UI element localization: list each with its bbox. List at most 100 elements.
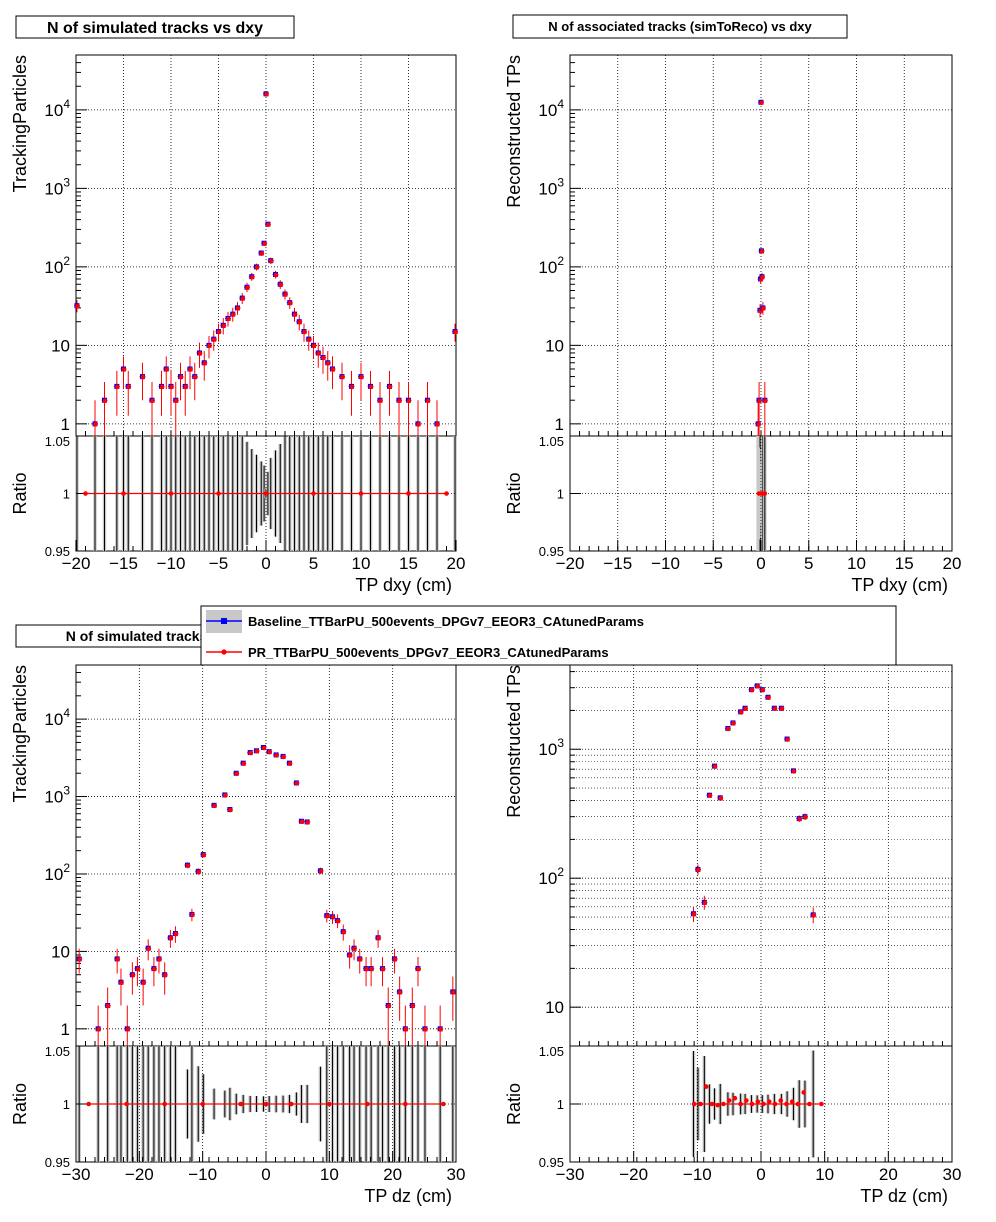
pr-point	[268, 258, 274, 264]
x-tick-label: 5	[804, 554, 813, 573]
y-tick-label: 104	[538, 97, 564, 120]
pr-point	[369, 966, 374, 972]
pr-point	[380, 966, 386, 972]
pr-point	[403, 1027, 409, 1032]
pr-point	[410, 1003, 416, 1009]
pr-point	[146, 946, 151, 951]
ratio-point	[762, 491, 768, 496]
pr-point	[318, 868, 324, 874]
x-tick-label: 0	[756, 554, 765, 573]
y-tick-label: 102	[44, 254, 70, 277]
pr-point	[115, 384, 120, 390]
ratio-point	[168, 491, 174, 496]
data-points	[76, 744, 456, 1046]
pr-point	[726, 726, 731, 732]
pr-point	[77, 957, 82, 962]
y-tick-label: 1	[61, 1020, 70, 1039]
pr-point	[702, 900, 708, 906]
pr-point	[305, 820, 310, 825]
ratio-point	[691, 1101, 697, 1107]
pr-point	[707, 793, 713, 799]
pr-point	[169, 384, 174, 390]
x-tick-label: −20	[556, 554, 585, 573]
pr-point	[316, 351, 322, 356]
ratio-point	[819, 1101, 824, 1107]
y-tick-label: 10	[51, 942, 70, 961]
legend-label-pr: PR_TTBarPU_500events_DPGv7_EEOR3_CAtuned…	[248, 645, 609, 660]
pr-point	[261, 745, 267, 751]
ratio-tick-label: 1.05	[539, 434, 564, 449]
pr-point	[766, 695, 771, 701]
x-tick-label: −5	[209, 554, 228, 573]
pr-point	[368, 384, 374, 390]
x-tick-label: 30	[447, 1165, 466, 1184]
pr-point	[438, 1027, 443, 1032]
pr-point	[126, 384, 132, 390]
pr-point	[245, 285, 250, 291]
ratio-point	[807, 1101, 812, 1107]
pr-point	[254, 748, 260, 754]
pr-point	[761, 306, 766, 311]
pr-point	[755, 684, 760, 689]
pr-point	[387, 384, 393, 390]
legend: Baseline_TTBarPU_500events_DPGv7_EEOR3_C…	[200, 605, 897, 666]
data-points	[690, 683, 817, 924]
ratio-point	[83, 491, 88, 496]
pr-point	[451, 990, 456, 995]
ratio-tick-label: 1.05	[539, 1044, 564, 1059]
ratio-tick-label: 1	[557, 1097, 564, 1112]
data-points	[755, 99, 768, 436]
pr-point	[772, 706, 778, 712]
y-tick-label: 102	[44, 861, 70, 884]
pr-point	[297, 319, 303, 325]
pr-point	[335, 918, 341, 924]
y-tick-label: 104	[44, 97, 70, 120]
ratio-tick-label: 0.95	[539, 544, 564, 559]
y-axis: 1 10 102 103 104 TrackingParticles	[10, 54, 87, 434]
x-tick-label: −20	[125, 1165, 154, 1184]
pr-point	[105, 1003, 111, 1009]
pr-point	[273, 272, 279, 278]
ratio-tick-label: 1	[63, 1097, 70, 1112]
pr-point	[416, 422, 421, 427]
ratio-point	[789, 1099, 795, 1104]
pr-point	[115, 957, 120, 962]
pr-point	[321, 355, 326, 361]
pr-point	[287, 300, 293, 306]
pr-point	[376, 935, 381, 941]
x-tick-label: −10	[651, 554, 680, 573]
x-tick-label: 30	[943, 1165, 962, 1184]
pr-point	[299, 819, 305, 825]
ratio-point	[162, 1101, 167, 1107]
pr-point	[178, 374, 184, 380]
legend-pr-marker	[221, 649, 227, 655]
ratio-point	[698, 1101, 703, 1107]
pr-point	[249, 274, 255, 280]
pr-point	[325, 360, 331, 366]
pr-point	[211, 337, 217, 342]
pr-point	[135, 966, 141, 972]
pr-point	[201, 852, 207, 858]
pr-point	[202, 360, 208, 366]
pr-point	[347, 953, 353, 958]
x-axis: −20 −15 −10 −5 0 5 10 15 20 TP dxy (cm)	[62, 431, 466, 595]
pr-point	[325, 913, 330, 919]
pr-point	[264, 92, 269, 97]
ratio-point	[738, 1101, 743, 1107]
pr-point	[207, 343, 212, 349]
x-tick-label: 20	[447, 554, 466, 573]
ratio-axis-label: Ratio	[504, 1083, 524, 1125]
ratio-tick-label: 0.95	[45, 1155, 70, 1170]
x-tick-label: 20	[943, 554, 962, 573]
pr-point	[121, 367, 127, 372]
pr-point	[292, 312, 298, 317]
pr-point	[150, 398, 155, 404]
pr-point	[340, 374, 345, 380]
pr-point	[759, 249, 765, 254]
pr-point	[141, 980, 146, 986]
ratio-point	[263, 491, 269, 496]
pr-point	[397, 398, 402, 404]
pr-point	[190, 912, 195, 918]
